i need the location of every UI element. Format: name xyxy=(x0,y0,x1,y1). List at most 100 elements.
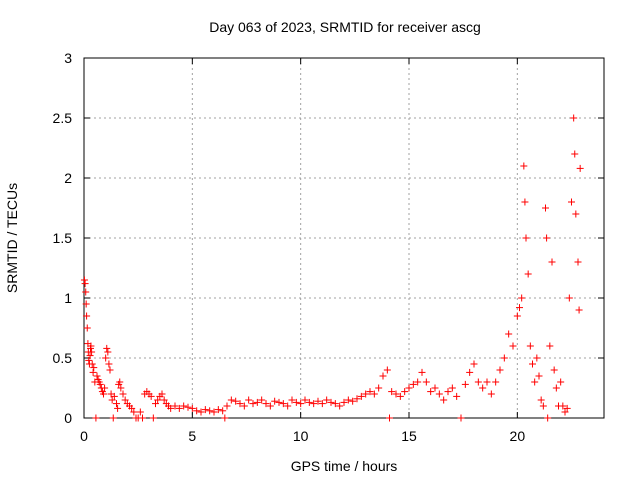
data-point xyxy=(492,378,500,386)
data-point xyxy=(362,390,370,398)
data-point xyxy=(314,397,322,405)
y-tick-label: 1 xyxy=(64,290,72,306)
data-point xyxy=(524,270,532,278)
data-point xyxy=(158,390,166,398)
data-point xyxy=(388,388,396,396)
data-point xyxy=(103,344,111,352)
data-point xyxy=(188,404,196,412)
data-point xyxy=(104,348,112,356)
data-point xyxy=(563,404,571,412)
data-point xyxy=(89,368,97,376)
data-point xyxy=(83,324,91,332)
data-point xyxy=(500,354,508,362)
data-point xyxy=(418,368,426,376)
data-point xyxy=(114,404,122,412)
x-axis-label: GPS time / hours xyxy=(291,458,398,474)
data-point xyxy=(559,402,567,410)
data-point xyxy=(539,402,547,410)
data-point xyxy=(154,396,162,404)
data-point xyxy=(206,407,214,415)
axis-ticks xyxy=(83,57,604,419)
data-point xyxy=(470,360,478,368)
data-point xyxy=(92,414,100,422)
data-point xyxy=(379,372,387,380)
data-point xyxy=(310,400,318,408)
data-point xyxy=(109,414,117,422)
data-point xyxy=(568,198,575,206)
data-point xyxy=(487,390,495,398)
data-point xyxy=(396,392,404,400)
y-tick-label: 0 xyxy=(64,410,72,426)
data-point xyxy=(128,404,136,412)
data-point xyxy=(106,366,114,374)
data-point xyxy=(108,396,116,404)
data-point xyxy=(245,396,253,404)
data-point xyxy=(422,378,430,386)
data-point xyxy=(318,400,326,408)
data-point xyxy=(401,388,409,396)
data-point xyxy=(262,400,270,408)
data-point xyxy=(116,378,124,386)
y-tick-labels: 0 0.5 1 1.5 2 2.5 3 xyxy=(53,50,73,426)
data-point xyxy=(139,414,146,422)
data-point xyxy=(223,402,231,410)
data-point xyxy=(571,150,579,158)
data-point xyxy=(86,352,94,360)
data-point xyxy=(323,396,331,404)
data-point xyxy=(305,398,313,406)
data-point xyxy=(201,406,209,414)
x-tick-label: 20 xyxy=(510,428,526,444)
data-point xyxy=(214,406,222,414)
data-point xyxy=(301,396,309,404)
data-point xyxy=(453,392,461,400)
data-point xyxy=(279,400,287,408)
data-point xyxy=(509,342,517,350)
data-point xyxy=(518,294,526,302)
data-point xyxy=(392,390,400,398)
data-point xyxy=(105,360,113,368)
data-point xyxy=(193,407,201,415)
data-point xyxy=(136,408,144,416)
x-tick-label: 5 xyxy=(188,428,196,444)
data-point xyxy=(349,397,357,405)
y-tick-label: 1.5 xyxy=(53,230,73,246)
data-point xyxy=(544,414,552,422)
data-point xyxy=(474,378,482,386)
data-point xyxy=(236,400,244,408)
data-point xyxy=(533,354,541,362)
data-point xyxy=(521,198,529,206)
x-tick-label: 0 xyxy=(80,428,88,444)
data-point xyxy=(85,356,93,364)
data-point xyxy=(266,402,274,410)
data-point xyxy=(529,360,536,368)
data-point xyxy=(232,397,240,405)
data-point xyxy=(327,398,335,406)
data-point xyxy=(149,414,157,422)
data-point xyxy=(240,402,248,410)
data-point xyxy=(221,414,229,422)
data-point xyxy=(184,403,192,411)
data-point xyxy=(386,414,393,422)
data-point xyxy=(93,372,101,380)
data-point xyxy=(520,162,528,170)
data-point xyxy=(543,234,551,242)
data-point xyxy=(275,398,283,406)
data-point xyxy=(160,396,168,404)
data-point xyxy=(366,388,374,396)
data-point xyxy=(383,366,391,374)
data-point xyxy=(548,258,556,266)
data-point xyxy=(197,408,205,416)
x-tick-labels: 0 5 10 15 20 xyxy=(80,428,525,444)
x-tick-label: 10 xyxy=(293,428,309,444)
data-point xyxy=(427,388,435,396)
y-tick-label: 2 xyxy=(64,170,72,186)
data-point xyxy=(466,368,474,376)
data-point xyxy=(444,388,452,396)
data-point xyxy=(353,395,361,403)
data-point xyxy=(574,258,582,266)
data-point xyxy=(479,384,487,392)
chart-title: Day 063 of 2023, SRMTID for receiver asc… xyxy=(209,19,481,35)
data-point xyxy=(448,384,456,392)
data-point xyxy=(96,380,104,388)
